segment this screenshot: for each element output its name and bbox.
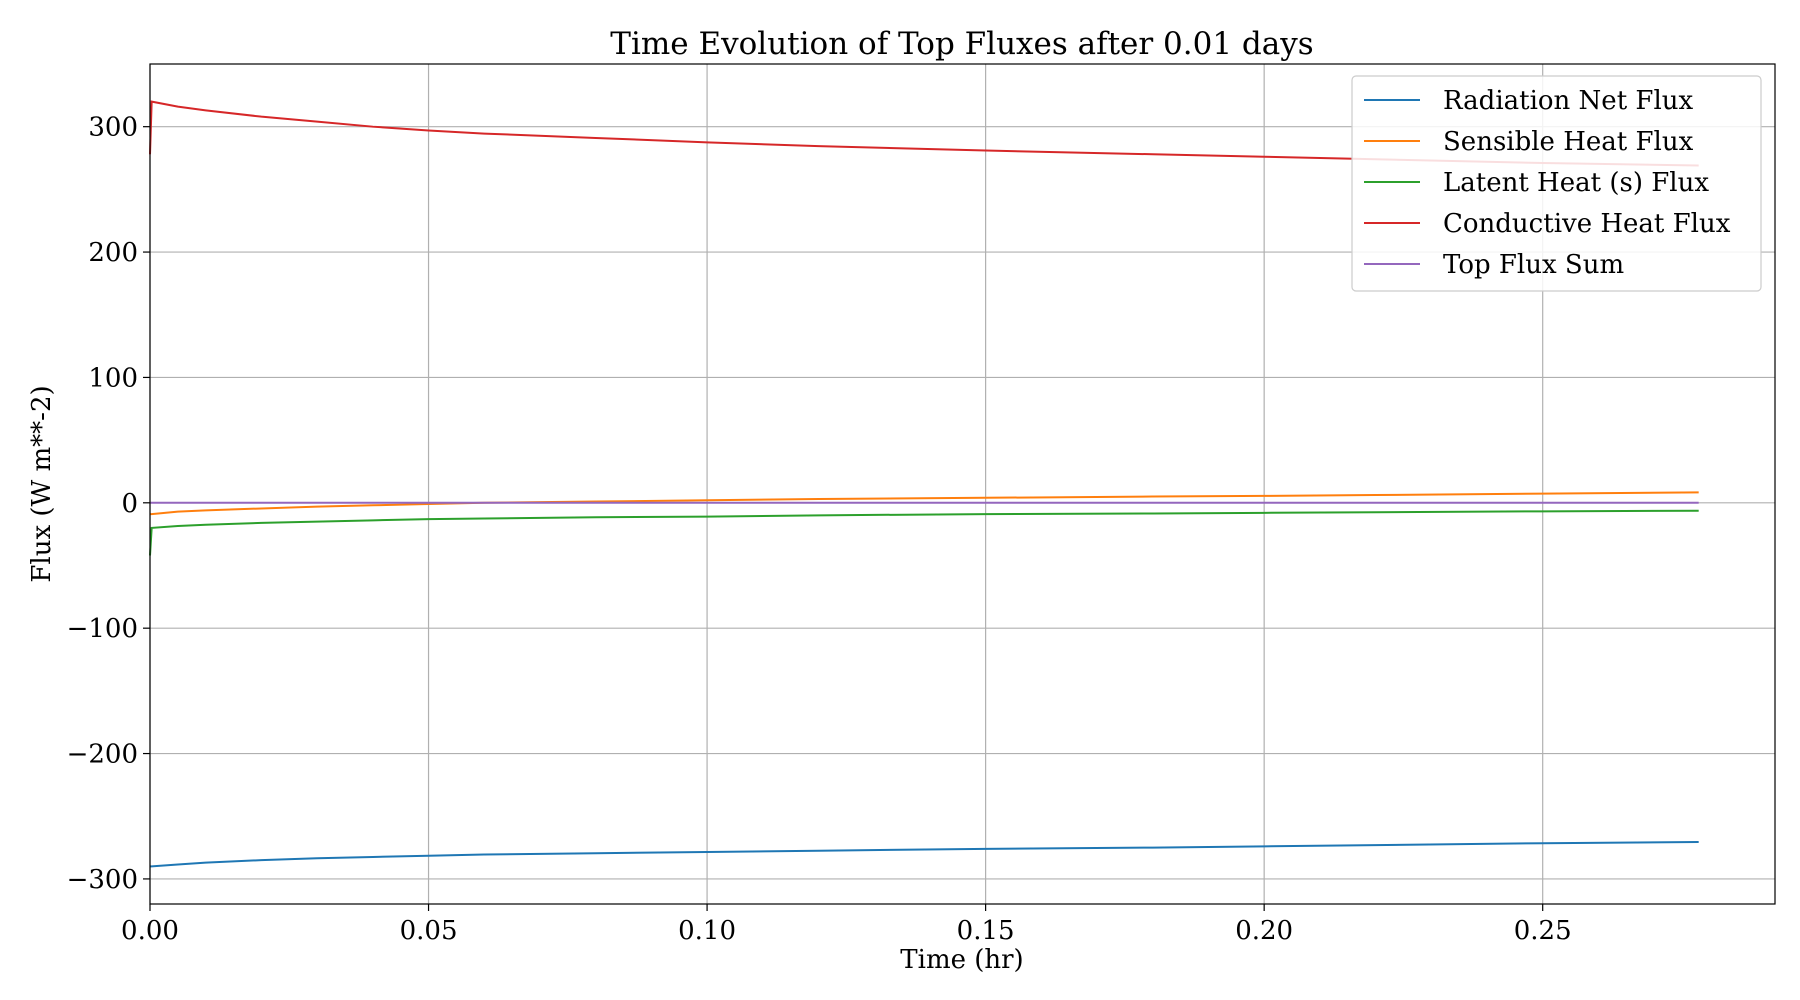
y-tick-label: 0 — [121, 489, 138, 519]
legend-label: Sensible Heat Flux — [1443, 127, 1694, 157]
legend-item-latent-heat-s-flux: Latent Heat (s) Flux — [1364, 168, 1709, 198]
legend-label: Radiation Net Flux — [1443, 86, 1694, 116]
y-axis-label: Flux (W m**-2) — [27, 385, 57, 582]
y-tick-label: 300 — [88, 113, 138, 143]
x-tick-label: 0.25 — [1514, 916, 1572, 946]
legend-box — [1351, 75, 1762, 292]
legend-label: Conductive Heat Flux — [1443, 209, 1731, 239]
x-tick-label: 0.20 — [1235, 916, 1293, 946]
chart-title: Time Evolution of Top Fluxes after 0.01 … — [610, 26, 1313, 62]
legend-label: Top Flux Sum — [1443, 250, 1624, 280]
y-tick-label: 200 — [88, 238, 138, 268]
y-tick-label: −100 — [67, 614, 138, 644]
x-axis-ticks: 0.00 0.05 0.10 0.15 0.20 0.25 — [121, 904, 1572, 946]
legend-item-sensible-heat-flux: Sensible Heat Flux — [1364, 127, 1694, 157]
x-tick-label: 0.10 — [678, 916, 736, 946]
legend-label: Latent Heat (s) Flux — [1443, 168, 1709, 198]
legend-item-radiation-net-flux: Radiation Net Flux — [1364, 86, 1694, 116]
legend-item-conductive-heat-flux: Conductive Heat Flux — [1364, 209, 1731, 239]
x-tick-label: 0.05 — [400, 916, 458, 946]
y-axis-ticks: −300 −200 −100 0 100 200 300 — [67, 113, 150, 895]
series-line-latent-heat-s-flux — [149, 509, 1699, 556]
y-tick-label: 100 — [88, 363, 138, 393]
x-axis-label: Time (hr) — [900, 945, 1023, 975]
x-tick-label: 0.15 — [957, 916, 1015, 946]
series-lines — [149, 100, 1699, 868]
plot-frame — [149, 63, 1776, 905]
legend: Radiation Net Flux Sensible Heat Flux Late… — [1351, 75, 1762, 292]
series-line-conductive-heat-flux — [149, 100, 1699, 167]
x-tick-label: 0.00 — [121, 916, 179, 946]
y-tick-label: −200 — [67, 740, 138, 770]
series-line-radiation-net-flux — [150, 840, 1699, 868]
y-tick-label: −300 — [67, 865, 138, 895]
legend-item-top-flux-sum: Top Flux Sum — [1364, 250, 1624, 280]
